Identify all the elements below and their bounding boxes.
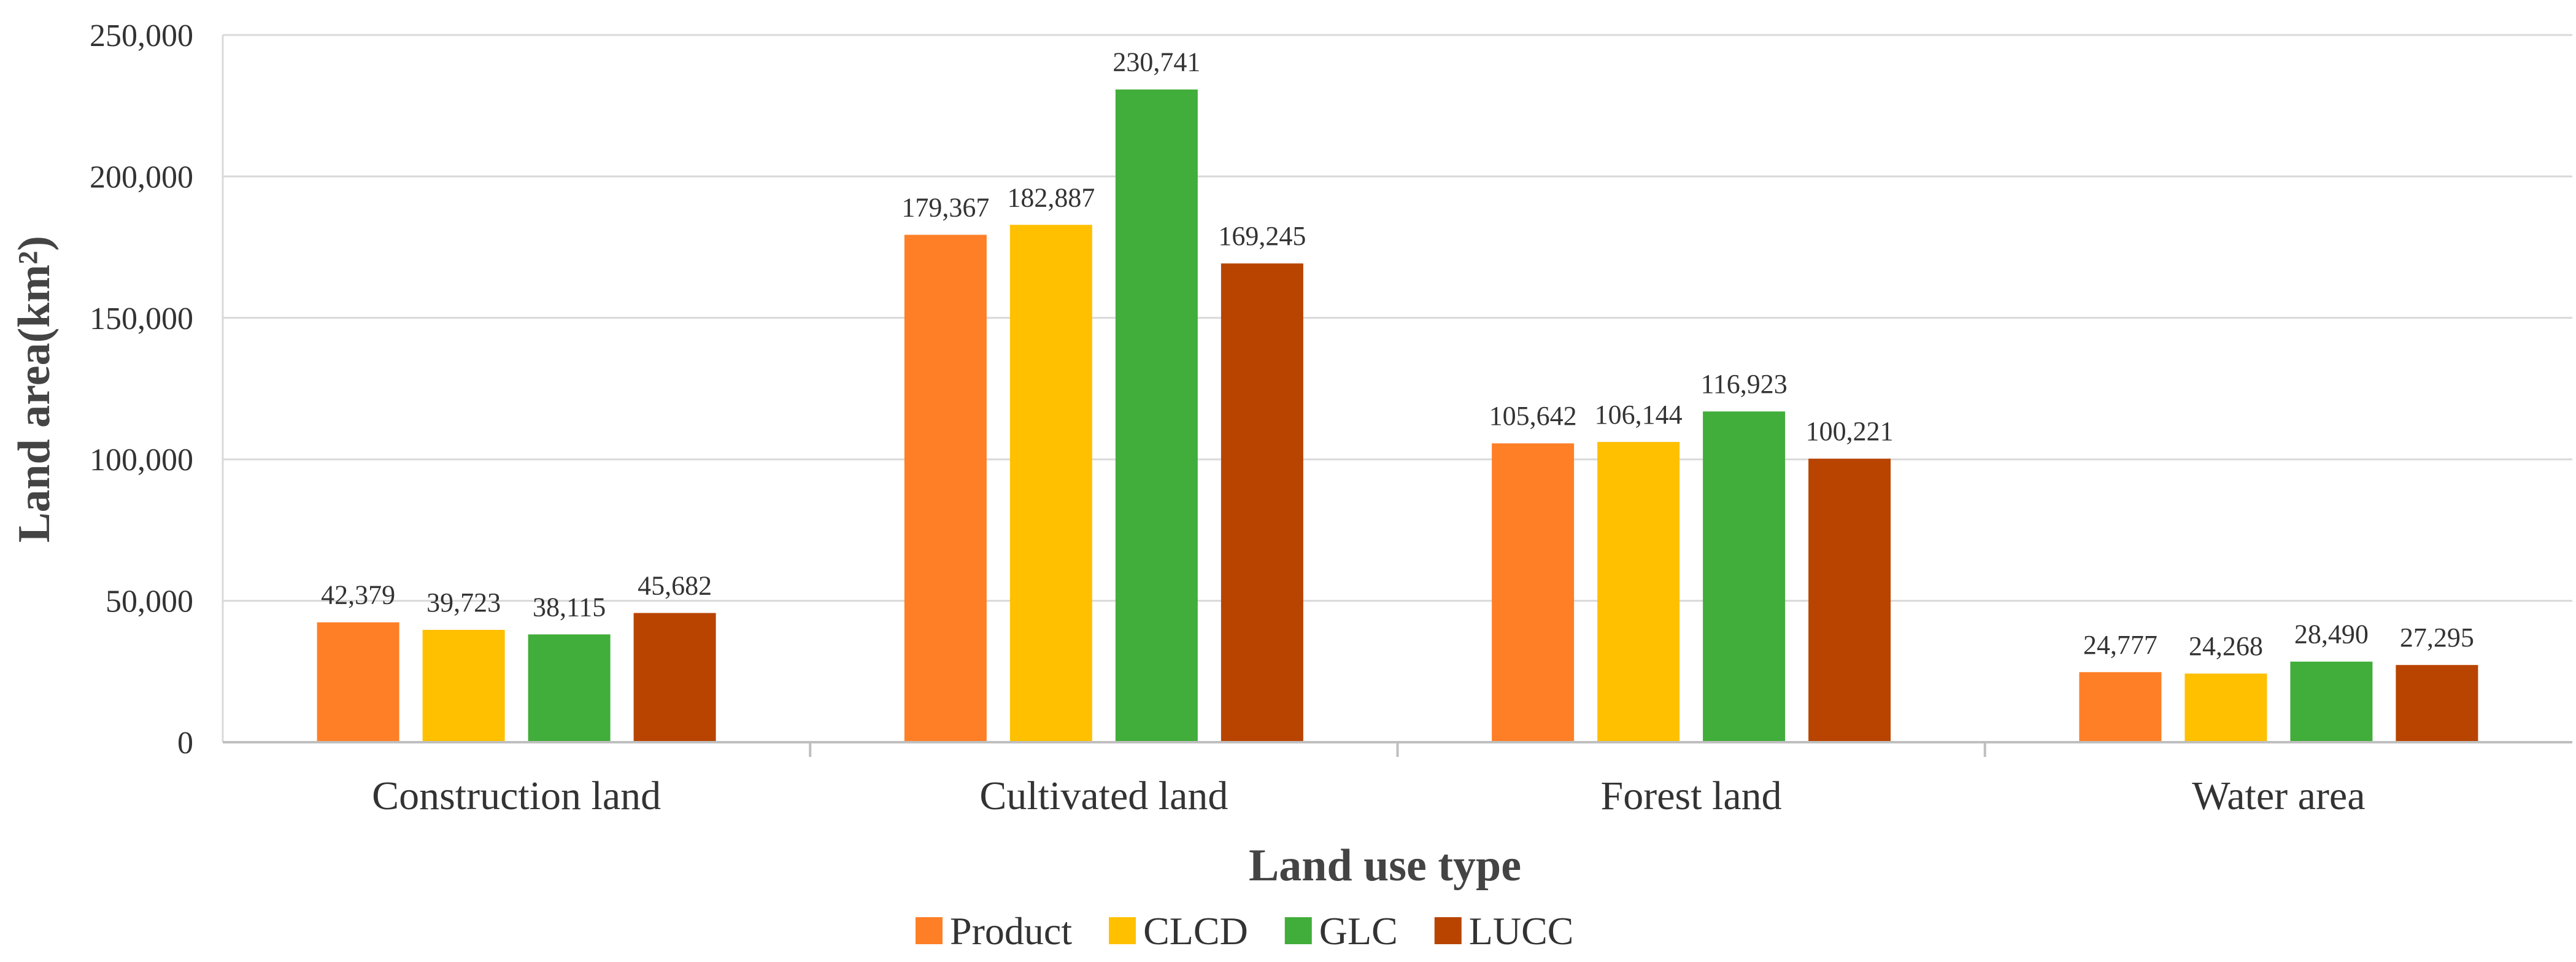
data-label: 45,682 bbox=[638, 570, 712, 600]
bar bbox=[1009, 225, 1092, 742]
bar bbox=[1115, 89, 1198, 742]
gridlines bbox=[223, 34, 2572, 602]
x-tick-label: Forest land bbox=[1601, 774, 1782, 818]
y-tick-label: 250,000 bbox=[90, 18, 193, 53]
data-label: 39,723 bbox=[426, 588, 501, 618]
y-axis-ticks: 0 50,000 100,000 150,000 200,000 250,000 bbox=[90, 18, 193, 761]
data-label: 38,115 bbox=[533, 592, 606, 622]
data-label: 24,268 bbox=[2189, 631, 2263, 661]
bar bbox=[2185, 673, 2267, 742]
legend-label: LUCC bbox=[1469, 909, 1574, 953]
x-tick-label: Construction land bbox=[372, 774, 661, 818]
y-axis-title: Land area(km²) bbox=[9, 236, 60, 543]
y-tick-label: 150,000 bbox=[90, 301, 193, 336]
data-label: 182,887 bbox=[1007, 182, 1095, 212]
x-axis-title: Land use type bbox=[1249, 840, 1521, 891]
data-labels: 42,379 39,723 38,115 45,682 179,367 182,887 23… bbox=[321, 47, 2474, 661]
legend-swatch bbox=[1284, 917, 1312, 944]
bar bbox=[1492, 443, 1575, 742]
data-label: 106,144 bbox=[1595, 400, 1683, 430]
bars bbox=[317, 89, 2478, 743]
bar bbox=[1703, 411, 1786, 742]
data-label: 169,245 bbox=[1218, 221, 1306, 251]
y-tick-label: 0 bbox=[177, 726, 193, 761]
x-axis bbox=[222, 35, 2572, 757]
data-label: 27,295 bbox=[2400, 623, 2474, 653]
y-tick-label: 200,000 bbox=[90, 160, 193, 195]
bar bbox=[904, 235, 987, 742]
data-label: 100,221 bbox=[1806, 416, 1894, 446]
bar bbox=[2079, 672, 2162, 742]
y-tick-label: 100,000 bbox=[90, 443, 193, 478]
x-tick-label: Cultivated land bbox=[979, 774, 1228, 818]
data-label: 24,777 bbox=[2083, 630, 2158, 660]
x-tick-label: Water area bbox=[2192, 774, 2365, 818]
bar bbox=[633, 613, 716, 742]
bar bbox=[2290, 661, 2373, 742]
legend-label: Product bbox=[950, 909, 1072, 953]
bar bbox=[1597, 441, 1680, 742]
legend-swatch bbox=[1109, 917, 1136, 944]
data-label: 42,379 bbox=[321, 580, 395, 610]
data-label: 179,367 bbox=[901, 192, 989, 222]
data-label: 28,490 bbox=[2294, 619, 2369, 650]
bar bbox=[317, 622, 399, 742]
bar bbox=[2396, 665, 2478, 742]
bar bbox=[1808, 459, 1891, 742]
bar bbox=[422, 629, 505, 742]
bar bbox=[1221, 263, 1303, 743]
bar bbox=[528, 634, 611, 742]
legend-label: CLCD bbox=[1143, 909, 1248, 953]
y-tick-label: 50,000 bbox=[106, 584, 193, 619]
data-label: 116,923 bbox=[1700, 369, 1787, 399]
data-label: 105,642 bbox=[1489, 401, 1577, 431]
legend-swatch bbox=[916, 917, 943, 944]
data-label: 230,741 bbox=[1113, 47, 1200, 77]
legend: Product CLCD GLC LUCC bbox=[916, 909, 1573, 953]
x-axis-ticks: Construction land Cultivated land Forest l… bbox=[372, 774, 2365, 818]
legend-label: GLC bbox=[1319, 909, 1398, 953]
legend-swatch bbox=[1434, 917, 1462, 944]
